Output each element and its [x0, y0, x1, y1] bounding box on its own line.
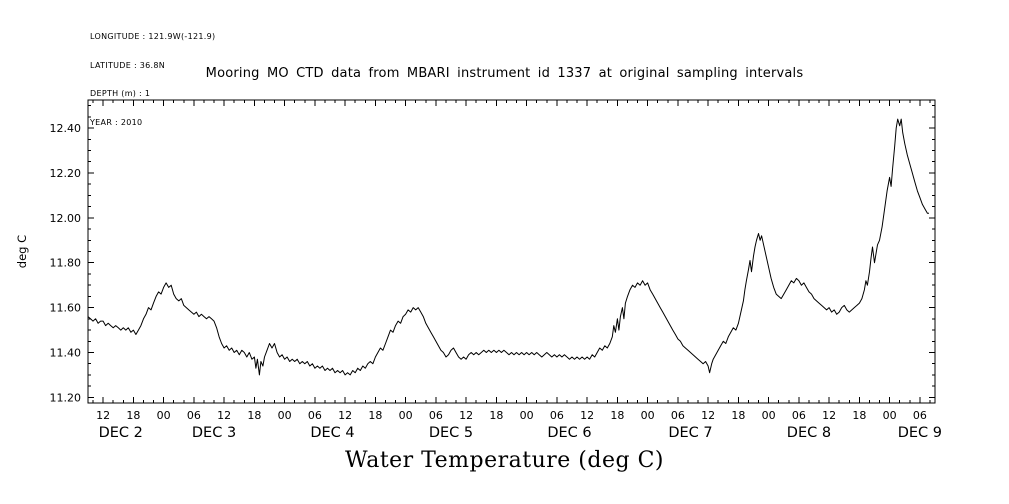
- metadata-latitude: LATITUDE : 36.8N: [90, 60, 166, 70]
- x-tick-label: 00: [399, 409, 413, 422]
- y-tick-label: 11.80: [50, 257, 82, 270]
- x-tick-label: 00: [157, 409, 171, 422]
- x-tick-label: 12: [338, 409, 352, 422]
- metadata-longitude: LONGITUDE : 121.9W(-121.9): [90, 32, 216, 41]
- x-tick-label: 18: [368, 409, 382, 422]
- x-tick-label: 12: [580, 409, 594, 422]
- x-day-label: DEC 7: [668, 425, 712, 441]
- y-axis-label: deg C: [15, 235, 29, 268]
- metadata-block: LONGITUDE : 121.9W(-121.9) LATITUDE : 36…: [90, 13, 215, 146]
- x-tick-label: 12: [96, 409, 110, 422]
- x-day-label: DEC 3: [192, 425, 236, 441]
- x-day-label: DEC 6: [547, 425, 591, 441]
- x-tick-label: 18: [610, 409, 624, 422]
- x-tick-label: 18: [126, 409, 140, 422]
- x-day-label: DEC 5: [429, 425, 473, 441]
- x-tick-label: 06: [308, 409, 322, 422]
- x-tick-label: 18: [489, 409, 503, 422]
- y-tick-label: 12.20: [50, 167, 82, 180]
- plot-frame: [87, 99, 936, 404]
- x-tick-label: 00: [278, 409, 292, 422]
- x-tick-label: 06: [429, 409, 443, 422]
- metadata-depth: DEPTH (m) : 1: [90, 89, 151, 98]
- x-tick-label: 06: [913, 409, 927, 422]
- x-tick-label: 12: [701, 409, 715, 422]
- x-tick-label: 12: [822, 409, 836, 422]
- y-tick-label: 12.40: [50, 122, 82, 135]
- x-day-label: DEC 9: [898, 425, 942, 441]
- x-day-label: DEC 4: [310, 425, 354, 441]
- x-day-label: DEC 2: [99, 425, 143, 441]
- x-tick-label: 06: [550, 409, 564, 422]
- plot-caption: Water Temperature (deg C): [345, 448, 664, 473]
- x-tick-label: 12: [459, 409, 473, 422]
- x-tick-label: 00: [641, 409, 655, 422]
- y-tick-label: 11.40: [50, 347, 82, 360]
- x-tick-label: 06: [792, 409, 806, 422]
- x-tick-label: 18: [731, 409, 745, 422]
- x-tick-label: 06: [187, 409, 201, 422]
- x-tick-label: 00: [883, 409, 897, 422]
- x-tick-label: 00: [762, 409, 776, 422]
- x-day-label: DEC 8: [787, 425, 831, 441]
- temperature-series-line: [87, 118, 929, 376]
- chart-title: Mooring MO CTD data from MBARI instrumen…: [205, 66, 804, 81]
- x-tick-label: 12: [217, 409, 231, 422]
- x-tick-label: 18: [852, 409, 866, 422]
- x-tick-label: 00: [520, 409, 534, 422]
- y-tick-label: 11.20: [50, 391, 82, 404]
- x-tick-label: 18: [247, 409, 261, 422]
- y-tick-label: 12.00: [50, 212, 82, 225]
- y-tick-label: 11.60: [50, 302, 82, 315]
- metadata-year: YEAR : 2010: [90, 117, 143, 127]
- x-tick-label: 06: [671, 409, 685, 422]
